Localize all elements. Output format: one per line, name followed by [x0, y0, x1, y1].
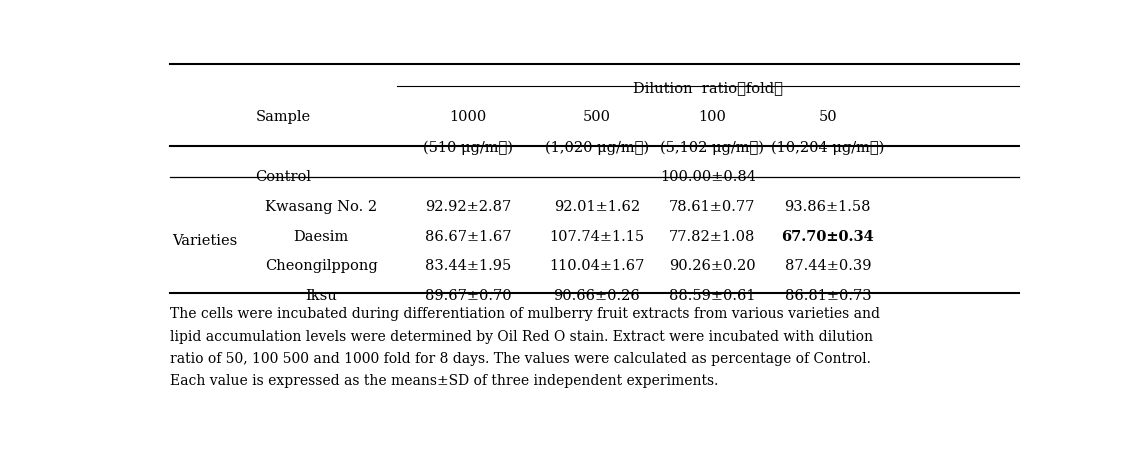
- Text: Iksu: Iksu: [305, 289, 337, 303]
- Text: 78.61±0.77: 78.61±0.77: [669, 200, 756, 214]
- Text: 93.86±1.58: 93.86±1.58: [785, 200, 871, 214]
- Text: The cells were incubated during differentiation of mulberry fruit extracts from : The cells were incubated during differen…: [170, 307, 880, 388]
- Text: (5,102 μg/mℓ): (5,102 μg/mℓ): [661, 140, 764, 155]
- Text: 83.44±1.95: 83.44±1.95: [424, 260, 510, 273]
- Text: 92.01±1.62: 92.01±1.62: [554, 200, 640, 214]
- Text: Cheongilppong: Cheongilppong: [265, 260, 377, 273]
- Text: 500: 500: [583, 110, 610, 125]
- Text: 90.26±0.20: 90.26±0.20: [669, 260, 756, 273]
- Text: 89.67±0.70: 89.67±0.70: [424, 289, 512, 303]
- Text: 87.44±0.39: 87.44±0.39: [785, 260, 871, 273]
- Text: Daesim: Daesim: [294, 230, 349, 244]
- Text: 100.00±0.84: 100.00±0.84: [660, 170, 756, 184]
- Text: (510 μg/mℓ): (510 μg/mℓ): [423, 140, 513, 155]
- Text: 110.04±1.67: 110.04±1.67: [549, 260, 645, 273]
- Text: 88.59±0.61: 88.59±0.61: [669, 289, 756, 303]
- Text: 50: 50: [819, 110, 837, 125]
- Text: 90.66±0.26: 90.66±0.26: [553, 289, 640, 303]
- Text: 67.70±0.34: 67.70±0.34: [781, 230, 874, 244]
- Text: Dilution  ratio（fold）: Dilution ratio（fold）: [633, 81, 782, 95]
- Text: Sample: Sample: [256, 110, 311, 125]
- Text: 1000: 1000: [450, 110, 486, 125]
- Text: Varieties: Varieties: [172, 234, 237, 248]
- Text: Kwasang No. 2: Kwasang No. 2: [265, 200, 377, 214]
- Text: 107.74±1.15: 107.74±1.15: [549, 230, 645, 244]
- Text: 100: 100: [699, 110, 726, 125]
- Text: 92.92±2.87: 92.92±2.87: [424, 200, 510, 214]
- Text: 77.82±1.08: 77.82±1.08: [669, 230, 756, 244]
- Text: (10,204 μg/mℓ): (10,204 μg/mℓ): [771, 140, 884, 155]
- Text: 86.67±1.67: 86.67±1.67: [424, 230, 512, 244]
- Text: Control: Control: [256, 170, 311, 184]
- Text: 86.81±0.73: 86.81±0.73: [785, 289, 872, 303]
- Text: (1,020 μg/mℓ): (1,020 μg/mℓ): [545, 140, 649, 155]
